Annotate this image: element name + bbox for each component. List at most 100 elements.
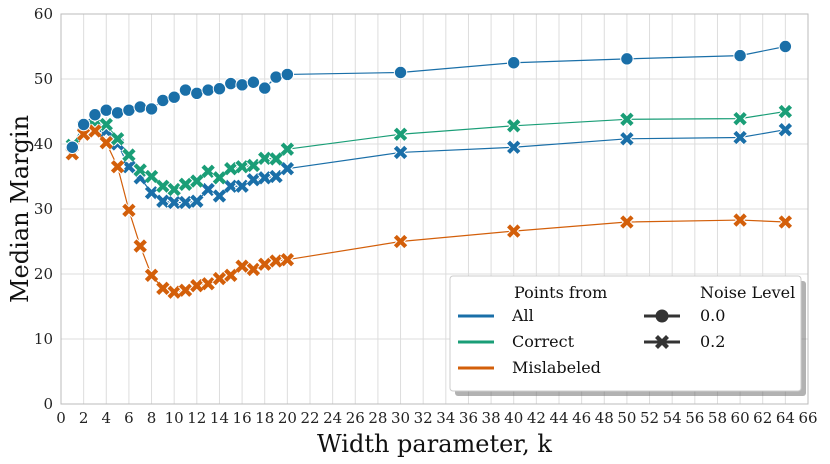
data-point [133, 239, 147, 253]
x-tick-label: 40 [504, 409, 523, 427]
x-tick-label: 44 [549, 409, 568, 427]
data-point [507, 224, 521, 238]
data-point [88, 124, 102, 138]
data-point [212, 189, 227, 203]
data-point [178, 83, 193, 97]
data-point [280, 162, 295, 176]
data-point [393, 145, 408, 160]
data-point [133, 163, 147, 177]
data-point [99, 136, 113, 150]
x-tick-label: 10 [165, 409, 184, 427]
data-point [507, 119, 521, 133]
data-point [167, 195, 181, 210]
data-point [393, 127, 408, 141]
data-point [167, 182, 181, 197]
x-tick-label: 4 [101, 409, 111, 427]
legend-label-noise-0.2: 0.2 [700, 332, 725, 351]
data-point [235, 78, 249, 92]
x-tick-label: 58 [708, 409, 727, 427]
data-point [224, 268, 238, 282]
data-point [110, 106, 125, 120]
data-point [620, 132, 634, 146]
data-point [620, 215, 634, 229]
data-point [620, 52, 634, 66]
series-points-all-0.2 [64, 118, 793, 210]
data-point [269, 152, 283, 166]
x-tick-label: 14 [210, 409, 229, 427]
x-tick-label: 32 [414, 409, 433, 427]
data-point [235, 179, 249, 193]
data-point [246, 75, 261, 89]
data-point [144, 102, 159, 116]
data-point [144, 169, 159, 184]
data-point [778, 39, 793, 54]
y-tick-label: 60 [34, 5, 53, 23]
x-tick-label: 54 [663, 409, 682, 427]
series-line-mislabeled-0.2 [71, 130, 786, 293]
x-tick-label: 26 [346, 409, 365, 427]
y-tick-label: 10 [34, 330, 53, 348]
data-point [178, 177, 193, 191]
data-point [258, 151, 272, 165]
y-tick-label: 30 [34, 200, 53, 218]
data-point [620, 112, 634, 126]
data-point [235, 160, 249, 174]
data-point [246, 158, 261, 173]
data-point [201, 182, 215, 197]
data-point [393, 65, 408, 80]
data-point [178, 195, 193, 210]
x-tick-label: 28 [368, 409, 387, 427]
data-point [246, 262, 261, 277]
x-tick-label: 20 [278, 409, 297, 427]
data-point [190, 174, 204, 188]
data-point [156, 179, 170, 193]
data-point [88, 108, 102, 122]
x-tick-label: 46 [572, 409, 591, 427]
data-point [258, 81, 272, 95]
x-tick-label: 56 [685, 409, 704, 427]
legend-label-mislabeled: Mislabeled [512, 358, 601, 377]
data-point [110, 160, 125, 174]
y-tick-label: 0 [43, 395, 53, 413]
data-point [733, 111, 747, 126]
legend-circle-marker [655, 309, 669, 323]
data-point [122, 103, 136, 117]
data-point [269, 70, 283, 84]
data-point [778, 104, 793, 119]
x-tick-label: 0 [56, 409, 66, 427]
x-tick-label: 6 [124, 409, 134, 427]
x-tick-label: 60 [731, 409, 750, 427]
data-point [733, 130, 747, 145]
data-point [212, 171, 227, 185]
data-point [778, 215, 793, 229]
data-point [76, 117, 91, 132]
plot-frame [60, 13, 809, 405]
data-point [269, 169, 283, 184]
x-tick-label: 24 [323, 409, 342, 427]
x-tick-label: 66 [798, 409, 817, 427]
data-point [201, 277, 215, 291]
x-tick-label: 12 [187, 409, 206, 427]
x-tick-label: 42 [527, 409, 546, 427]
data-point [280, 253, 295, 267]
data-point [280, 142, 295, 156]
series-lines [71, 45, 786, 293]
data-point [190, 194, 204, 208]
x-tick-label: 22 [300, 409, 319, 427]
data-point [224, 76, 238, 91]
data-point [201, 83, 215, 97]
data-point [201, 164, 215, 178]
x-tick-label: 16 [233, 409, 252, 427]
legend-label-all: All [511, 306, 534, 325]
data-point [65, 140, 80, 154]
data-point [167, 90, 181, 104]
legend-label-correct: Correct [512, 332, 575, 351]
data-point [224, 179, 238, 193]
x-tick-label: 48 [595, 409, 614, 427]
series-line-correct-0.2 [71, 110, 786, 191]
x-tick-labels: 0 2 4 6 8 10 12 14 16 18 20 22 24 26 28 30 32 34 36 38 40 42 4… [56, 409, 817, 427]
data-point [144, 268, 159, 282]
x-tick-label: 50 [617, 409, 636, 427]
data-point [99, 117, 113, 132]
